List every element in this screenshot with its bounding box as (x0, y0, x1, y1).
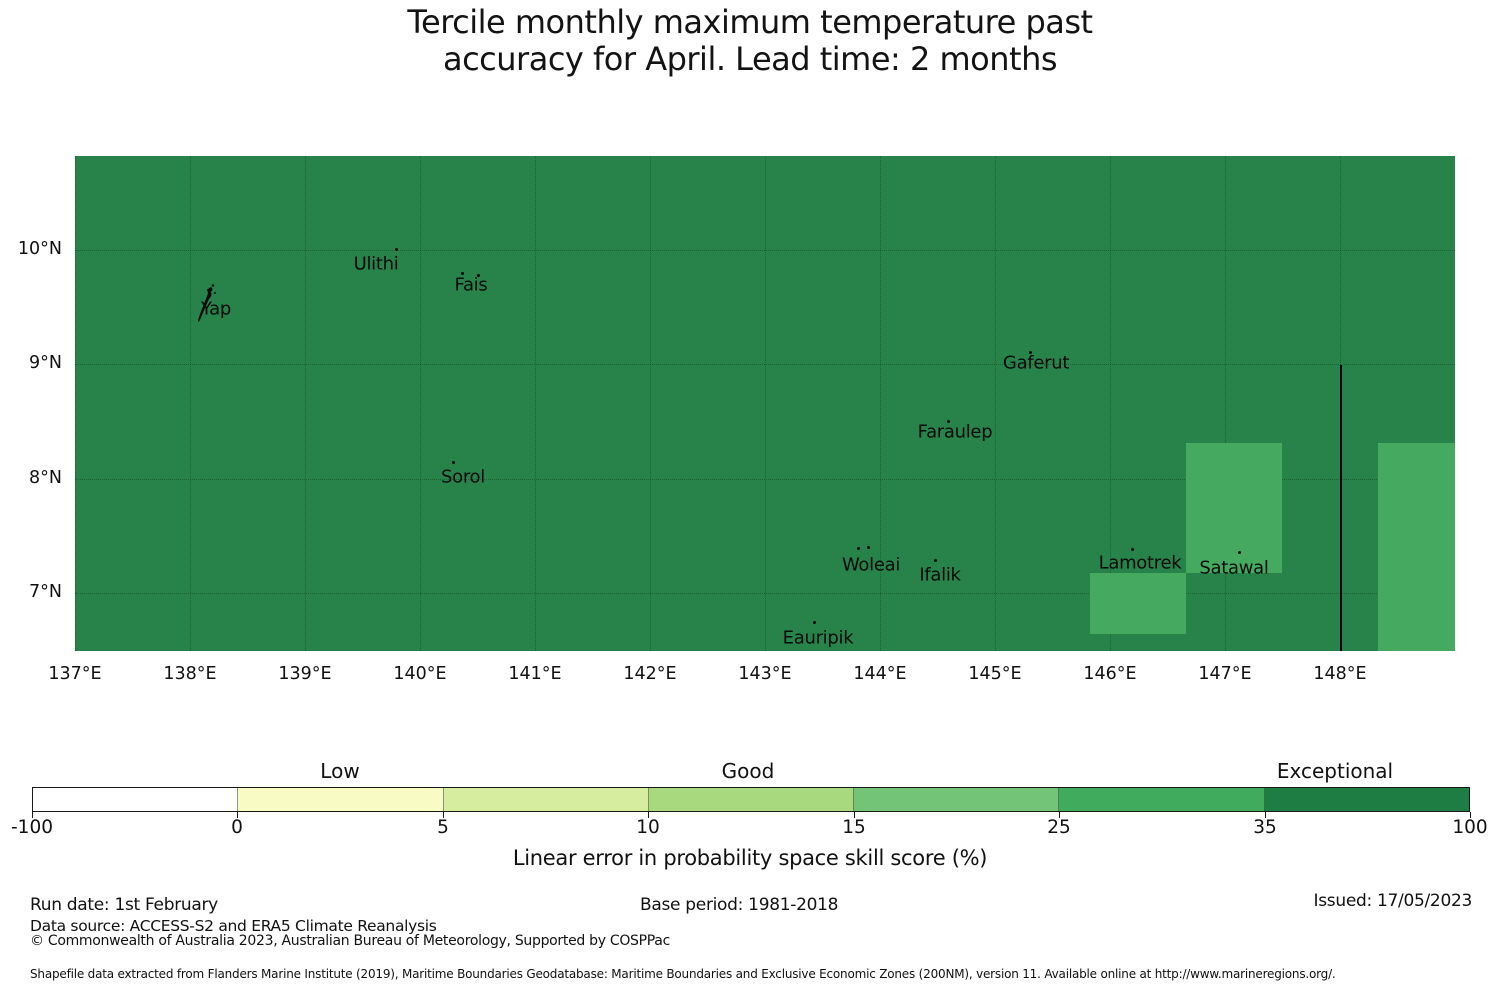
island-dot-satawal (1238, 551, 1241, 554)
island-label-lamotrek: Lamotrek (1098, 552, 1182, 574)
island-label-ulithi: Ulithi (353, 253, 399, 275)
island-dot-eauripik (813, 621, 816, 624)
x-tick-label: 138°E (163, 664, 217, 684)
colorbar-tick-label: 15 (842, 817, 866, 838)
y-tick-label: 10°N (17, 239, 62, 259)
skill-region-25-35 (1378, 443, 1455, 651)
colorbar-tickmark (237, 812, 238, 818)
island-label-gaferut: Gaferut (1002, 352, 1070, 374)
gridline-vertical (190, 156, 191, 651)
x-tick-label: 139°E (278, 664, 332, 684)
gridline-horizontal (75, 593, 1455, 594)
gridline-vertical (1225, 156, 1226, 651)
x-axis-tick-labels: 137°E 138°E 139°E 140°E 141°E 142°E 143°E 144°E… (0, 664, 1500, 688)
colorbar-segment (854, 788, 1060, 811)
colorbar-category-exceptional: Exceptional (1276, 759, 1394, 783)
colorbar-category-low: Low (320, 759, 360, 783)
gridline-vertical (1110, 156, 1111, 651)
colorbar-segment (238, 788, 444, 811)
island-dot-ulithi (395, 248, 398, 251)
x-tick-label: 147°E (1198, 664, 1252, 684)
copyright-text: © Commonwealth of Australia 2023, Austra… (30, 933, 670, 949)
gridline-vertical (995, 156, 996, 651)
colorbar-tick-label: 25 (1047, 817, 1071, 838)
chart-title-line1: Tercile monthly maximum temperature past (407, 3, 1093, 41)
y-tick-label: 7°N (29, 582, 62, 602)
colorbar-tickmark (1470, 812, 1471, 818)
colorbar-tick-label: 35 (1253, 817, 1277, 838)
island-label-eauripik: Eauripik (782, 627, 854, 649)
x-tick-label: 144°E (853, 664, 907, 684)
y-tick-label: 8°N (29, 468, 62, 488)
colorbar-segment (648, 788, 855, 811)
base-period-text: Base period: 1981-2018 (640, 895, 839, 915)
x-tick-label: 148°E (1313, 664, 1367, 684)
island-dot-ifalik (934, 559, 937, 562)
colorbar-category-good: Good (721, 759, 775, 783)
colorbar-tick-label: 5 (437, 817, 449, 838)
x-tick-label: 143°E (738, 664, 792, 684)
issued-date-text: Issued: 17/05/2023 (1313, 891, 1473, 911)
colorbar-tick-label: -100 (11, 817, 53, 838)
island-label-satawal: Satawal (1199, 557, 1269, 579)
skill-region-25-35 (1186, 443, 1282, 573)
colorbar-tick-label: 0 (231, 817, 243, 838)
shapefile-credit-text: Shapefile data extracted from Flanders M… (30, 967, 1336, 981)
gridline-vertical (765, 156, 766, 651)
colorbar-tick-label: 10 (636, 817, 660, 838)
colorbar-tickmark (1265, 812, 1266, 818)
colorbar-segment (33, 788, 239, 811)
colorbar-tick-label: 100 (1452, 817, 1488, 838)
x-tick-label: 142°E (623, 664, 677, 684)
island-label-yap: Yap (200, 298, 232, 320)
colorbar-segment (443, 788, 649, 811)
gridline-vertical (880, 156, 881, 651)
island-label-sorol: Sorol (441, 466, 485, 488)
x-tick-label: 141°E (508, 664, 562, 684)
island-dot-woleai (867, 546, 870, 549)
island-dot-sorol (452, 461, 455, 464)
island-label-fais: Fais (454, 274, 488, 296)
colorbar-tickmark (854, 812, 855, 818)
colorbar-tickmark (1059, 812, 1060, 818)
x-tick-label: 145°E (968, 664, 1022, 684)
data-source-text: Data source: ACCESS-S2 and ERA5 Climate … (30, 917, 437, 935)
gridline-vertical (420, 156, 421, 651)
colorbar-axis-label: Linear error in probability space skill … (512, 846, 988, 870)
island-dot-fais (461, 272, 464, 275)
island-label-woleai: Woleai (841, 554, 901, 576)
colorbar-tickmark (443, 812, 444, 818)
island-dot-lamotrek (1131, 548, 1134, 551)
x-tick-label: 137°E (48, 664, 102, 684)
colorbar-tickmark (648, 812, 649, 818)
island-dot-faraulep (947, 420, 950, 423)
x-tick-label: 146°E (1083, 664, 1137, 684)
map-plot: Yap Ulithi Fais Sorol Gaferut Faraulep Woleai I… (75, 156, 1455, 651)
yap-island-shape (198, 284, 216, 322)
gridline-vertical (75, 156, 76, 651)
y-axis-tick-labels: 10°N 9°N 8°N 7°N (0, 0, 62, 990)
gridline-vertical (535, 156, 536, 651)
run-date-text: Run date: 1st February (30, 895, 218, 915)
colorbar (32, 787, 1470, 812)
eez-boundary-line (1340, 365, 1342, 651)
y-tick-label: 9°N (29, 353, 62, 373)
colorbar-segment (1264, 788, 1469, 811)
island-label-ifalik: Ifalik (919, 564, 961, 586)
gridline-vertical (650, 156, 651, 651)
island-label-faraulep: Faraulep (917, 421, 993, 443)
island-dot-woleai (857, 547, 860, 550)
gridline-horizontal (75, 250, 1455, 251)
island-dot-fais (477, 274, 480, 277)
gridline-horizontal (75, 364, 1455, 365)
skill-region-25-35 (1090, 573, 1186, 634)
colorbar-tickmark (32, 812, 33, 818)
chart-title-line2: accuracy for April. Lead time: 2 months (442, 40, 1058, 78)
gridline-horizontal (75, 479, 1455, 480)
colorbar-segment (1059, 788, 1265, 811)
x-tick-label: 140°E (393, 664, 447, 684)
gridline-vertical (305, 156, 306, 651)
island-dot-gaferut (1029, 351, 1032, 354)
